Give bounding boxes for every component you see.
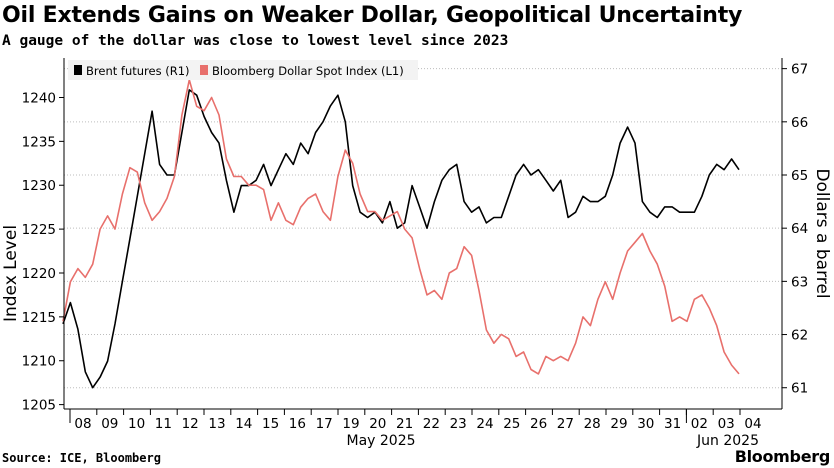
y-left-tick-label: 1210	[22, 354, 56, 370]
x-tick-label: 10	[128, 416, 145, 432]
x-tick-label: 28	[584, 416, 601, 432]
x-tick-label: 24	[476, 416, 493, 432]
y-right-tick-label: 67	[791, 62, 808, 78]
x-tick-label: 19	[342, 416, 359, 432]
legend-swatch	[200, 65, 208, 75]
x-tick-label: 04	[744, 416, 761, 432]
x-tick-label: 08	[74, 416, 91, 432]
x-tick-label: 09	[101, 416, 118, 432]
x-tick-label: 17	[316, 416, 333, 432]
y-left-axis-label: Index Level	[1, 225, 21, 322]
y-left-tick-label: 1225	[22, 222, 56, 238]
x-tick-label: 16	[289, 416, 306, 432]
x-tick-label: 21	[396, 416, 413, 432]
source-note: Source: ICE, Bloomberg	[2, 451, 161, 465]
y-left-tick-label: 1205	[22, 398, 56, 414]
x-tick-label: 11	[155, 416, 172, 432]
y-left-tick-label: 1215	[22, 310, 56, 326]
y-right-tick-label: 61	[791, 381, 808, 397]
x-tick-label: 25	[503, 416, 520, 432]
x-month-label: May 2025	[346, 433, 415, 449]
dollar-index-line	[62, 79, 740, 375]
y-right-tick-label: 63	[791, 274, 808, 290]
x-tick-label: 12	[182, 416, 199, 432]
x-tick-label: 23	[450, 416, 467, 432]
x-tick-label: 20	[369, 416, 386, 432]
y-right-tick-label: 62	[791, 328, 808, 344]
x-tick-label: 26	[530, 416, 547, 432]
x-tick-label: 15	[262, 416, 279, 432]
x-tick-label: 27	[557, 416, 574, 432]
chart-title: Oil Extends Gains on Weaker Dollar, Geop…	[2, 3, 743, 28]
chart-subtitle: A gauge of the dollar was close to lowes…	[2, 33, 509, 49]
x-tick-label: 03	[718, 416, 735, 432]
y-left-tick-label: 1240	[22, 90, 56, 106]
legend-label: Bloomberg Dollar Spot Index (L1)	[212, 64, 404, 78]
x-tick-label: 31	[664, 416, 681, 432]
y-right-tick-label: 66	[791, 115, 808, 131]
y-right-tick-label: 65	[791, 168, 808, 184]
x-tick-label: 30	[637, 416, 654, 432]
y-left-tick-label: 1220	[22, 266, 56, 282]
x-month-label: Jun 2025	[696, 433, 759, 449]
bloomberg-logo: Bloomberg	[734, 447, 831, 466]
x-tick-label: 02	[691, 416, 708, 432]
legend-box	[68, 60, 418, 80]
x-tick-label: 13	[208, 416, 225, 432]
x-tick-label: 22	[423, 416, 440, 432]
legend-swatch	[74, 65, 82, 75]
x-tick-label: 14	[235, 416, 252, 432]
y-left-tick-label: 1235	[22, 134, 56, 150]
x-tick-label: 29	[610, 416, 627, 432]
y-right-tick-label: 64	[791, 221, 808, 237]
legend-label: Brent futures (R1)	[86, 64, 190, 78]
y-right-axis-label: Dollars a barrel	[812, 168, 832, 298]
y-left-tick-label: 1230	[22, 178, 56, 194]
